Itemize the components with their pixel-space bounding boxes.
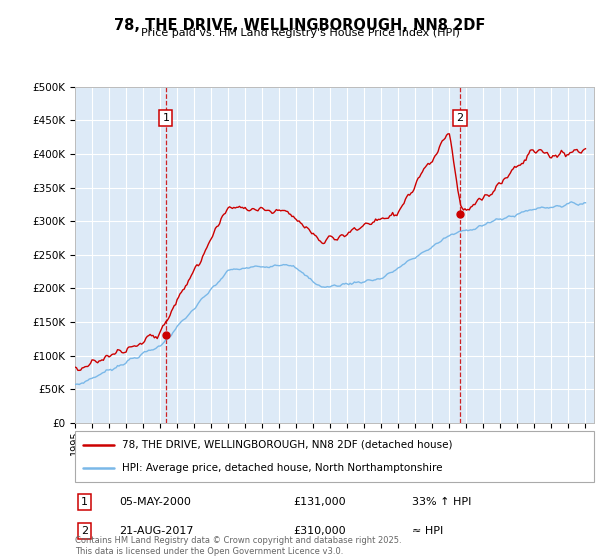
Text: 33% ↑ HPI: 33% ↑ HPI <box>412 497 472 507</box>
Text: 78, THE DRIVE, WELLINGBOROUGH, NN8 2DF (detached house): 78, THE DRIVE, WELLINGBOROUGH, NN8 2DF (… <box>122 440 452 450</box>
Text: 78, THE DRIVE, WELLINGBOROUGH, NN8 2DF: 78, THE DRIVE, WELLINGBOROUGH, NN8 2DF <box>115 18 485 33</box>
Text: 1: 1 <box>81 497 88 507</box>
Text: £131,000: £131,000 <box>293 497 346 507</box>
Text: 2: 2 <box>457 113 464 123</box>
Text: 05-MAY-2000: 05-MAY-2000 <box>119 497 191 507</box>
Text: Contains HM Land Registry data © Crown copyright and database right 2025.
This d: Contains HM Land Registry data © Crown c… <box>75 536 401 556</box>
Text: 2: 2 <box>81 526 88 536</box>
FancyBboxPatch shape <box>75 431 594 482</box>
Text: £310,000: £310,000 <box>293 526 346 536</box>
Text: HPI: Average price, detached house, North Northamptonshire: HPI: Average price, detached house, Nort… <box>122 463 442 473</box>
Text: 21-AUG-2017: 21-AUG-2017 <box>119 526 194 536</box>
Text: 1: 1 <box>163 113 169 123</box>
Text: ≈ HPI: ≈ HPI <box>412 526 443 536</box>
Text: Price paid vs. HM Land Registry's House Price Index (HPI): Price paid vs. HM Land Registry's House … <box>140 28 460 38</box>
